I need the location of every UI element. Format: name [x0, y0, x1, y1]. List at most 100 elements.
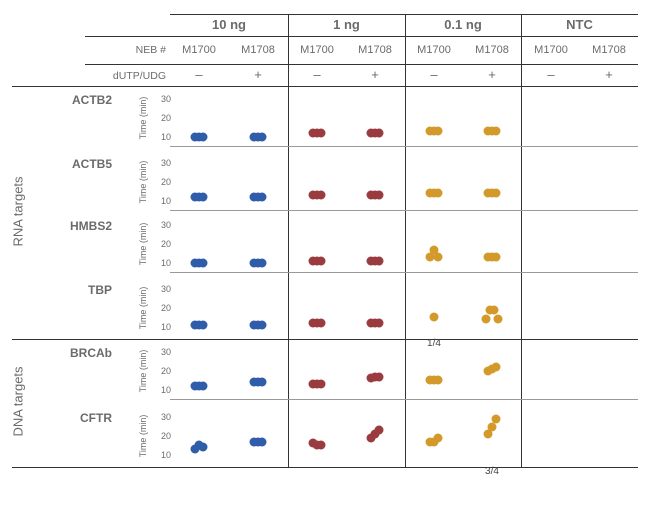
data-point	[434, 127, 443, 136]
pm-value: –	[526, 67, 576, 82]
gene-label: CFTR	[42, 411, 112, 425]
neb-value: M1700	[290, 44, 344, 56]
pm-value: +	[584, 67, 634, 82]
data-point	[434, 376, 443, 385]
data-point	[258, 378, 267, 387]
hrule-4	[12, 86, 638, 87]
section-label: DNA targets	[11, 362, 26, 442]
gene-label: BRCAb	[42, 346, 112, 360]
gene-label: TBP	[42, 283, 112, 297]
data-point	[375, 256, 384, 265]
data-point	[492, 189, 501, 198]
data-point	[490, 305, 499, 314]
hrule-3	[85, 64, 638, 65]
y-axis-label: Time (min)	[138, 158, 148, 206]
group-header: NTC	[521, 17, 638, 32]
neb-value: M1700	[524, 44, 578, 56]
data-point	[199, 132, 208, 141]
y-tick: 10	[155, 450, 171, 460]
data-point	[375, 191, 384, 200]
fraction-label: 3/4	[467, 466, 517, 477]
neb-value: M1708	[231, 44, 285, 56]
y-tick: 30	[155, 158, 171, 168]
pm-value: –	[174, 67, 224, 82]
data-point	[317, 318, 326, 327]
data-point	[375, 372, 384, 381]
data-point	[482, 315, 491, 324]
group-header: 1 ng	[288, 17, 405, 32]
dutp-row-label: dUTP/UDG	[108, 70, 166, 82]
y-axis-label: Time (min)	[138, 412, 148, 460]
data-point	[317, 128, 326, 137]
gene-label: ACTB5	[42, 157, 112, 171]
data-point	[199, 320, 208, 329]
y-tick: 20	[155, 177, 171, 187]
data-point	[375, 128, 384, 137]
pm-value: +	[233, 67, 283, 82]
panel-baseline	[170, 146, 638, 147]
panel-baseline	[170, 399, 638, 400]
y-tick: 10	[155, 385, 171, 395]
y-tick: 30	[155, 284, 171, 294]
group-header: 10 ng	[170, 17, 288, 32]
hrule-top	[170, 14, 638, 15]
gene-label: HMBS2	[42, 219, 112, 233]
data-point	[258, 258, 267, 267]
section-label: RNA targets	[11, 171, 26, 251]
data-point	[375, 318, 384, 327]
pm-value: –	[292, 67, 342, 82]
data-point	[258, 437, 267, 446]
neb-value: M1708	[582, 44, 636, 56]
neb-value: M1700	[172, 44, 226, 56]
hrule-5	[12, 339, 638, 340]
y-tick: 10	[155, 258, 171, 268]
y-tick: 20	[155, 431, 171, 441]
data-point	[317, 441, 326, 450]
neb-row-label: NEB #	[108, 44, 166, 56]
y-tick: 20	[155, 366, 171, 376]
data-point	[492, 363, 501, 372]
hrule-6	[12, 467, 638, 468]
y-axis-label: Time (min)	[138, 347, 148, 395]
pm-value: –	[409, 67, 459, 82]
pm-value: +	[467, 67, 517, 82]
neb-value: M1708	[465, 44, 519, 56]
pm-value: +	[350, 67, 400, 82]
data-point	[375, 426, 384, 435]
data-point	[317, 380, 326, 389]
y-tick: 20	[155, 239, 171, 249]
y-tick: 20	[155, 113, 171, 123]
neb-value: M1700	[407, 44, 461, 56]
data-point	[492, 253, 501, 262]
data-point	[434, 433, 443, 442]
y-tick: 30	[155, 220, 171, 230]
y-axis-label: Time (min)	[138, 284, 148, 332]
data-point	[258, 192, 267, 201]
y-tick: 10	[155, 132, 171, 142]
y-tick: 30	[155, 412, 171, 422]
data-point	[492, 127, 501, 136]
data-point	[430, 313, 439, 322]
group-header: 0.1 ng	[405, 17, 521, 32]
y-tick: 30	[155, 347, 171, 357]
y-tick: 10	[155, 322, 171, 332]
data-point	[317, 191, 326, 200]
panel-baseline	[170, 210, 638, 211]
y-tick: 20	[155, 303, 171, 313]
data-point	[492, 415, 501, 424]
data-point	[199, 381, 208, 390]
data-point	[258, 320, 267, 329]
data-point	[434, 189, 443, 198]
data-point	[199, 258, 208, 267]
y-axis-label: Time (min)	[138, 220, 148, 268]
gene-label: ACTB2	[42, 93, 112, 107]
fraction-label: 1/4	[409, 338, 459, 349]
data-point	[434, 253, 443, 262]
panel-baseline	[170, 272, 638, 273]
data-point	[199, 443, 208, 452]
y-tick: 30	[155, 94, 171, 104]
data-point	[258, 132, 267, 141]
chart-root: 10 ng1 ng0.1 ngNTC NEB # dUTP/UDG M1700 M170…	[0, 0, 651, 512]
data-point	[317, 256, 326, 265]
y-tick: 10	[155, 196, 171, 206]
